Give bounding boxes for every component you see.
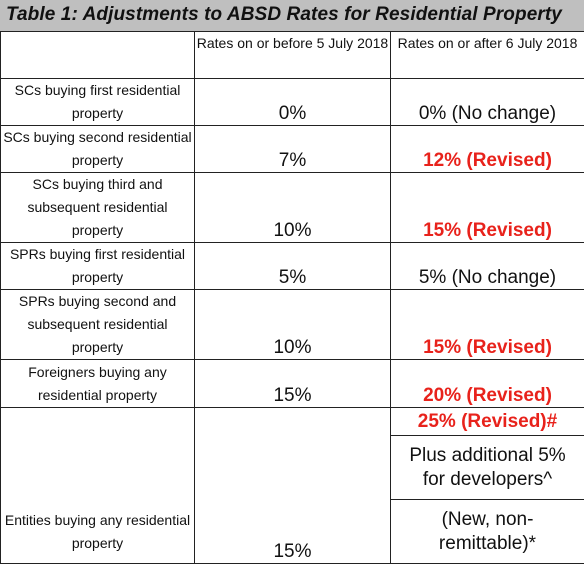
row-label: Entities buying any residential property: [0, 407, 195, 564]
rate-after: 0% (No change): [390, 78, 584, 126]
title-bar: Table 1: Adjustments to ABSD Rates for R…: [0, 0, 584, 32]
rate-before: 0%: [194, 78, 391, 126]
row-label: SPRs buying second and subsequent reside…: [0, 289, 195, 360]
rate-after-revised: 20% (Revised): [390, 359, 584, 408]
developer-surcharge-note: Plus additional 5% for developers^: [390, 435, 584, 500]
rate-before: 7%: [194, 125, 391, 173]
row-label: SCs buying third and subsequent resident…: [0, 172, 195, 243]
header-row: Rates on or before 5 July 2018 Rates on …: [0, 31, 584, 79]
table-row: Foreigners buying any residential proper…: [0, 359, 584, 408]
header-cell-after: Rates on or after 6 July 2018: [390, 31, 584, 79]
rate-before: 10%: [194, 289, 391, 360]
table-title: Table 1: Adjustments to ABSD Rates for R…: [6, 4, 562, 25]
entities-subrow: Plus additional 5% for developers^: [1, 435, 584, 500]
non-remittable-note: (New, non-remittable)*: [390, 499, 584, 564]
row-label: SPRs buying first residential property: [0, 242, 195, 290]
rate-after-revised: 15% (Revised): [390, 172, 584, 243]
table-row: SPRs buying second and subsequent reside…: [0, 289, 584, 360]
row-label: Foreigners buying any residential proper…: [0, 359, 195, 408]
rate-after-revised: 12% (Revised): [390, 125, 584, 173]
entities-row: Entities buying any residential property…: [0, 407, 584, 564]
absd-rates-table: Rates on or before 5 July 2018 Rates on …: [0, 31, 584, 564]
rate-before: 15%: [194, 407, 391, 564]
entities-subrow: (New, non-remittable)*: [1, 499, 584, 564]
table-row: SCs buying first residential property 0%…: [0, 78, 584, 126]
row-label: SCs buying first residential property: [0, 78, 195, 126]
rate-before: 10%: [194, 172, 391, 243]
rate-before: 15%: [194, 359, 391, 408]
row-label: SCs buying second residential property: [0, 125, 195, 173]
rate-after-revised: 25% (Revised)#: [390, 407, 584, 436]
table-row: SCs buying second residential property 7…: [0, 125, 584, 173]
table-row: SCs buying third and subsequent resident…: [0, 172, 584, 243]
rate-before: 5%: [194, 242, 391, 290]
header-cell-before: Rates on or before 5 July 2018: [194, 31, 391, 79]
rate-after-revised: 15% (Revised): [390, 289, 584, 360]
table-row: SPRs buying first residential property 5…: [0, 242, 584, 290]
header-cell-category: [0, 31, 195, 79]
rate-after: 5% (No change): [390, 242, 584, 290]
